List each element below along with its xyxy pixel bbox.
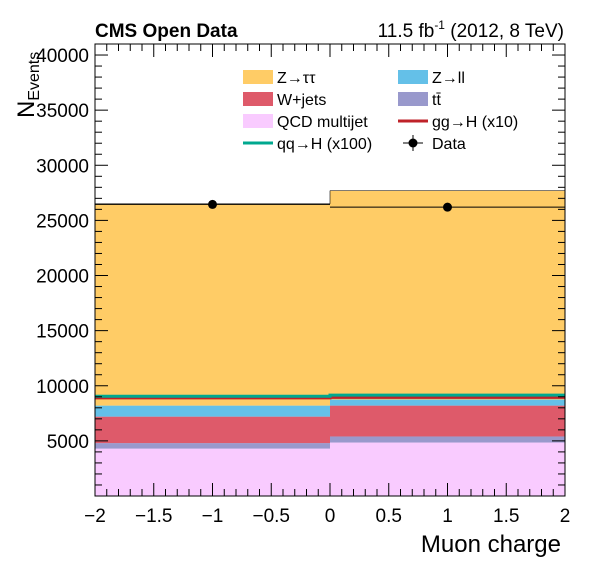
y-tick-label-4: 25000 [36, 211, 89, 232]
data-point-1 [443, 202, 452, 212]
legend-entry-z-ll-swatch [398, 70, 428, 84]
y-tick-label-1: 10000 [36, 377, 89, 398]
y-tick-label-2: 15000 [36, 322, 89, 343]
x-axis-title: Muon charge [421, 531, 561, 558]
bar-z-bin-0 [95, 203, 330, 406]
x-tick-label-3: −0.5 [252, 506, 290, 527]
bar-z-ll-bin-0 [95, 405, 330, 417]
x-tick-label-6: 1 [442, 506, 453, 527]
axes: −2 −1.5 −1 −0.5 0 0.5 1 1.5 25000100001500020000… [36, 43, 571, 527]
bar-tt-bin-0 [95, 443, 330, 449]
y-axis-title-subscript: Events [26, 52, 43, 101]
legend-entry-data-marker [408, 138, 418, 148]
legend: Z→ττ Z→ll W+jets tt̄ QCD multijet gg→H (x10) q… [243, 70, 518, 153]
data-points [95, 199, 565, 212]
bar-w-jets-bin-0 [95, 416, 330, 444]
x-tick-label-5: 0.5 [376, 506, 402, 527]
legend-entry-tt-label: tt̄ [432, 92, 441, 109]
chart-title-left: CMS Open Data [95, 21, 238, 42]
legend-entry-tt-swatch [398, 92, 428, 106]
legend-entry-data-label: Data [432, 136, 466, 153]
bar-z-bin-1 [330, 190, 565, 400]
signal-line-qq-h-x100 [95, 393, 565, 398]
x-tick-label-7: 1.5 [493, 506, 519, 527]
y-tick-label-7: 40000 [36, 46, 89, 67]
x-tick-label-8: 2 [560, 506, 571, 527]
luminosity-suffix: (2012, 8 TeV) [445, 21, 564, 42]
legend-entry-qcd-multijet-label: QCD multijet [277, 114, 368, 131]
y-tick-label-0: 5000 [47, 432, 89, 453]
y-axis-title: NEvents [13, 52, 43, 118]
x-tick-label-4: 0 [325, 506, 336, 527]
stacked-bars [95, 190, 565, 496]
legend-entry-w-jets-label: W+jets [277, 92, 326, 109]
luminosity-superscript: -1 [434, 18, 445, 32]
legend-entry-qcd-multijet-swatch [243, 114, 273, 128]
y-axis-title-main: N [13, 101, 40, 118]
bar-tt-bin-1 [330, 436, 565, 443]
legend-entry-qq-h-x100-label: qq→H (x100) [277, 136, 372, 153]
bar-z-ll-bin-1 [330, 399, 565, 406]
luminosity-prefix: 11.5 fb [378, 21, 435, 42]
bar-w-jets-bin-1 [330, 405, 565, 437]
x-tick-label-2: −1 [202, 506, 224, 527]
legend-entry-gg-h-x10-label: gg→H (x10) [432, 114, 518, 131]
x-tick-label-1: −1.5 [135, 506, 173, 527]
x-tick-label-0: −2 [84, 506, 106, 527]
legend-entry-z-swatch [243, 70, 273, 84]
data-point-0 [208, 199, 217, 209]
signal-lines [95, 393, 565, 400]
legend-entry-z-label: Z→ττ [277, 70, 316, 87]
legend-entry-z-ll-label: Z→ll [432, 70, 465, 87]
legend-entry-w-jets-swatch [243, 92, 273, 106]
y-tick-label-6: 35000 [36, 101, 89, 122]
y-tick-label-3: 20000 [36, 267, 89, 288]
y-tick-label-5: 30000 [36, 156, 89, 177]
chart-title-right: 11.5 fb-1 (2012, 8 TeV) [378, 18, 564, 42]
